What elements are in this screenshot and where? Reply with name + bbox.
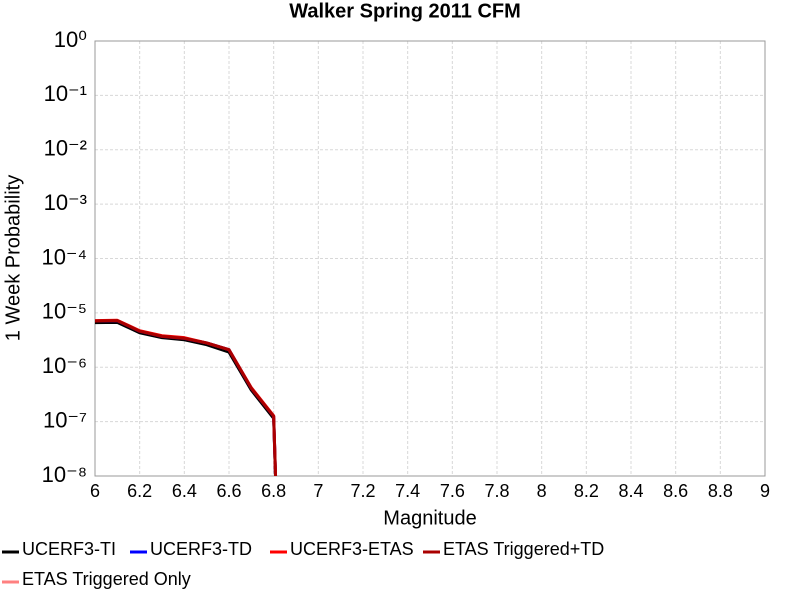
y-tick-label: 10⁻³ — [44, 190, 87, 215]
plot-border — [94, 40, 766, 477]
legend-label: UCERF3-ETAS — [290, 539, 414, 559]
x-tick-label: 6 — [90, 481, 100, 501]
x-tick-label: 7.8 — [484, 481, 509, 501]
legend-label: UCERF3-TI — [22, 539, 116, 559]
x-tick-label: 6.8 — [261, 481, 286, 501]
y-tick-label: 10⁻¹ — [44, 81, 87, 106]
y-tick-label: 10⁻⁶ — [42, 353, 87, 378]
x-tick-label: 7 — [313, 481, 323, 501]
legend-label: ETAS Triggered+TD — [443, 539, 604, 559]
x-tick-label: 7.4 — [395, 481, 420, 501]
y-axis-label: 1 Week Probability — [2, 175, 24, 341]
y-tick-label: 10⁻⁸ — [42, 462, 87, 487]
x-tick-label: 6.4 — [172, 481, 197, 501]
x-tick-label: 9 — [760, 481, 770, 501]
x-tick-label: 7.2 — [350, 481, 375, 501]
x-tick-label: 8 — [537, 481, 547, 501]
series-line — [95, 319, 278, 476]
y-tick-label: 10⁻² — [44, 136, 87, 161]
chart-title: Walker Spring 2011 CFM — [289, 0, 521, 22]
y-tick-label: 10⁻⁵ — [42, 299, 87, 324]
x-tick-label: 7.6 — [440, 481, 465, 501]
x-tick-label: 8.4 — [618, 481, 643, 501]
series-group — [95, 318, 278, 476]
legend-label: ETAS Triggered Only — [22, 569, 191, 589]
y-tick-label: 10⁻⁴ — [41, 244, 87, 269]
x-tick-label: 8.6 — [663, 481, 688, 501]
x-axis-label: Magnitude — [383, 507, 476, 529]
x-tick-label: 6.6 — [216, 481, 241, 501]
y-tick-label: 10⁻⁷ — [43, 407, 87, 432]
y-tick-label: 10⁰ — [54, 27, 87, 52]
x-tick-label: 8.2 — [574, 481, 599, 501]
legend-label: UCERF3-TD — [150, 539, 252, 559]
x-tick-label: 6.2 — [127, 481, 152, 501]
x-tick-label: 8.8 — [708, 481, 733, 501]
